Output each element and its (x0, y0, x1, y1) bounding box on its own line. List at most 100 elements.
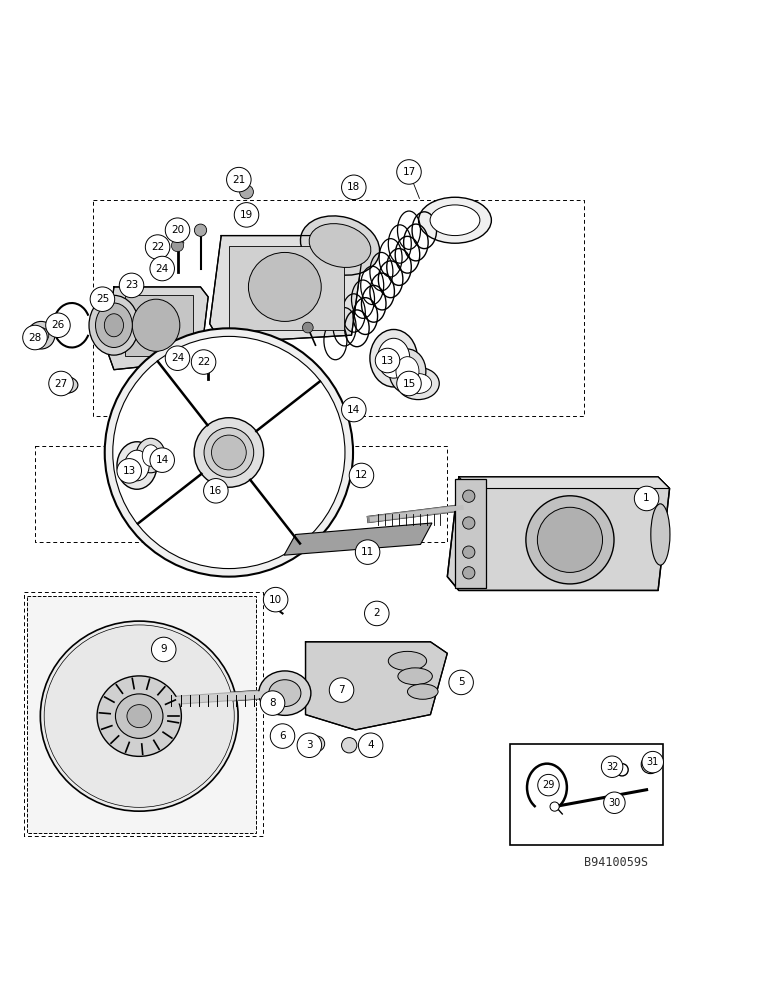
Text: 1: 1 (643, 493, 650, 503)
Text: 24: 24 (156, 264, 169, 274)
Text: 17: 17 (402, 167, 415, 177)
Text: 22: 22 (151, 242, 164, 252)
Text: 8: 8 (269, 698, 276, 708)
Circle shape (646, 760, 655, 769)
Polygon shape (447, 477, 669, 590)
Ellipse shape (116, 694, 163, 738)
Polygon shape (455, 479, 486, 588)
Circle shape (355, 540, 380, 564)
Ellipse shape (117, 442, 157, 489)
Text: 21: 21 (232, 175, 245, 185)
Ellipse shape (142, 445, 159, 466)
Ellipse shape (526, 496, 614, 584)
Circle shape (635, 486, 659, 511)
Text: 31: 31 (647, 757, 659, 767)
Circle shape (165, 346, 190, 370)
Ellipse shape (397, 367, 439, 400)
Polygon shape (229, 246, 344, 330)
Circle shape (341, 738, 357, 753)
Polygon shape (459, 477, 669, 489)
Ellipse shape (89, 295, 139, 355)
Text: 32: 32 (606, 762, 618, 772)
Circle shape (171, 239, 184, 252)
Ellipse shape (136, 438, 165, 473)
Circle shape (462, 490, 475, 502)
Circle shape (117, 459, 141, 483)
Circle shape (204, 479, 228, 503)
Text: 16: 16 (209, 486, 222, 496)
Circle shape (49, 371, 73, 396)
Circle shape (120, 273, 144, 298)
Polygon shape (210, 236, 363, 343)
Ellipse shape (388, 651, 427, 671)
Ellipse shape (300, 216, 380, 275)
Circle shape (204, 428, 254, 477)
Polygon shape (284, 523, 432, 555)
Ellipse shape (124, 450, 149, 481)
Ellipse shape (269, 680, 301, 707)
Circle shape (191, 350, 216, 374)
Circle shape (194, 418, 264, 487)
Text: 29: 29 (542, 780, 554, 790)
Text: 20: 20 (171, 225, 184, 235)
Circle shape (150, 256, 174, 281)
Ellipse shape (396, 357, 419, 386)
Text: 4: 4 (367, 740, 374, 750)
Ellipse shape (398, 668, 432, 685)
Circle shape (642, 751, 663, 773)
Text: 27: 27 (54, 379, 68, 389)
Text: 24: 24 (171, 353, 185, 363)
Bar (510, 744, 663, 845)
Text: 11: 11 (361, 547, 374, 557)
Circle shape (297, 733, 322, 758)
Text: 23: 23 (125, 280, 138, 290)
Circle shape (263, 587, 288, 612)
Circle shape (341, 397, 366, 422)
Circle shape (358, 733, 383, 758)
Circle shape (151, 637, 176, 662)
Text: 13: 13 (381, 356, 394, 366)
Text: 5: 5 (458, 677, 465, 687)
Ellipse shape (104, 314, 124, 337)
Text: 6: 6 (279, 731, 286, 741)
Text: 14: 14 (156, 455, 169, 465)
Ellipse shape (259, 671, 311, 715)
Circle shape (642, 755, 659, 774)
Text: 30: 30 (608, 798, 621, 808)
Ellipse shape (378, 338, 410, 378)
Circle shape (462, 517, 475, 529)
Text: 26: 26 (51, 320, 65, 330)
Circle shape (462, 546, 475, 558)
Text: 14: 14 (347, 405, 361, 415)
Circle shape (27, 321, 55, 349)
Ellipse shape (132, 299, 180, 351)
Text: 28: 28 (29, 333, 42, 343)
Circle shape (234, 203, 259, 227)
Circle shape (267, 600, 278, 611)
Circle shape (341, 175, 366, 200)
Text: 9: 9 (161, 644, 167, 654)
Circle shape (375, 348, 400, 373)
Ellipse shape (309, 224, 371, 267)
Circle shape (364, 601, 389, 626)
Ellipse shape (249, 252, 321, 321)
Polygon shape (125, 295, 193, 356)
Circle shape (105, 328, 353, 577)
Circle shape (349, 463, 374, 488)
Text: 3: 3 (306, 740, 313, 750)
Circle shape (195, 224, 207, 236)
Circle shape (550, 802, 559, 811)
Ellipse shape (40, 621, 238, 811)
Ellipse shape (370, 329, 418, 387)
Text: 19: 19 (240, 210, 253, 220)
Ellipse shape (537, 507, 602, 572)
Text: 7: 7 (338, 685, 345, 695)
Ellipse shape (97, 676, 181, 756)
Polygon shape (27, 596, 256, 833)
Ellipse shape (127, 705, 151, 728)
Text: 25: 25 (96, 294, 109, 304)
Polygon shape (107, 287, 208, 370)
Circle shape (22, 325, 47, 350)
Circle shape (165, 218, 190, 242)
Circle shape (260, 691, 285, 715)
